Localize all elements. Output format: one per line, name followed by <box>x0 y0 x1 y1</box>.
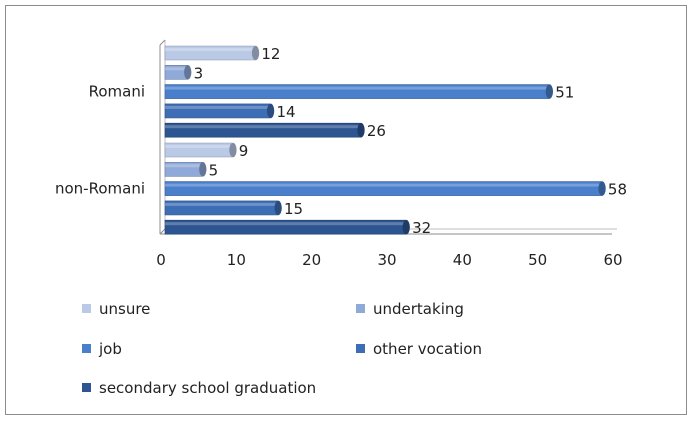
data-label: 12 <box>261 45 280 63</box>
legend-swatch <box>82 344 91 353</box>
axis-depth-bottom <box>159 228 166 235</box>
bar-highlight <box>165 183 602 187</box>
bar-end-cap <box>598 181 606 196</box>
data-label: 3 <box>194 64 204 82</box>
data-label: 14 <box>276 103 295 121</box>
legend-swatch <box>82 304 91 313</box>
x-tick-label: 0 <box>156 251 166 269</box>
bar-highlight <box>165 125 361 129</box>
bar-end-cap <box>251 46 259 60</box>
data-label: 15 <box>284 200 303 218</box>
bar-end-cap <box>184 65 192 80</box>
legend-swatch <box>356 304 365 313</box>
bar-highlight <box>165 86 550 90</box>
bar-end-cap <box>545 84 553 99</box>
bar-end-cap <box>229 143 237 157</box>
legend-label: other vocation <box>373 340 482 358</box>
bar-highlight <box>165 202 278 206</box>
legend-swatch <box>82 383 91 392</box>
x-tick-label: 40 <box>453 251 472 269</box>
chart-frame <box>5 5 687 415</box>
bar-end-cap <box>199 162 207 177</box>
bar-highlight <box>165 222 407 226</box>
bar-highlight <box>165 105 271 109</box>
data-label: 5 <box>209 161 219 179</box>
legend-label: job <box>98 340 122 358</box>
bar-end-cap <box>266 103 274 118</box>
data-label: 9 <box>239 142 249 160</box>
x-tick-label: 60 <box>603 251 622 269</box>
category-label: Romani <box>89 82 145 100</box>
axis-depth-top <box>159 39 166 46</box>
data-label: 26 <box>367 122 386 140</box>
legend-label: secondary school graduation <box>99 379 316 397</box>
legend-label: undertaking <box>373 300 464 318</box>
data-label: 32 <box>412 219 431 237</box>
data-label: 51 <box>555 84 574 102</box>
category-label: non-Romani <box>55 179 145 197</box>
legend-swatch <box>356 344 365 353</box>
bar-end-cap <box>357 123 365 138</box>
x-tick-label: 50 <box>528 251 547 269</box>
data-label: 58 <box>608 181 627 199</box>
legend-label: unsure <box>99 300 150 318</box>
bar-highlight <box>165 67 188 71</box>
x-tick-label: 20 <box>302 251 321 269</box>
bar-highlight <box>165 164 203 168</box>
x-tick-label: 10 <box>227 251 246 269</box>
bar-highlight <box>165 145 233 148</box>
bar-end-cap <box>402 220 410 235</box>
bar-end-cap <box>274 200 282 215</box>
bar-highlight <box>165 48 256 51</box>
x-tick-label: 30 <box>377 251 396 269</box>
